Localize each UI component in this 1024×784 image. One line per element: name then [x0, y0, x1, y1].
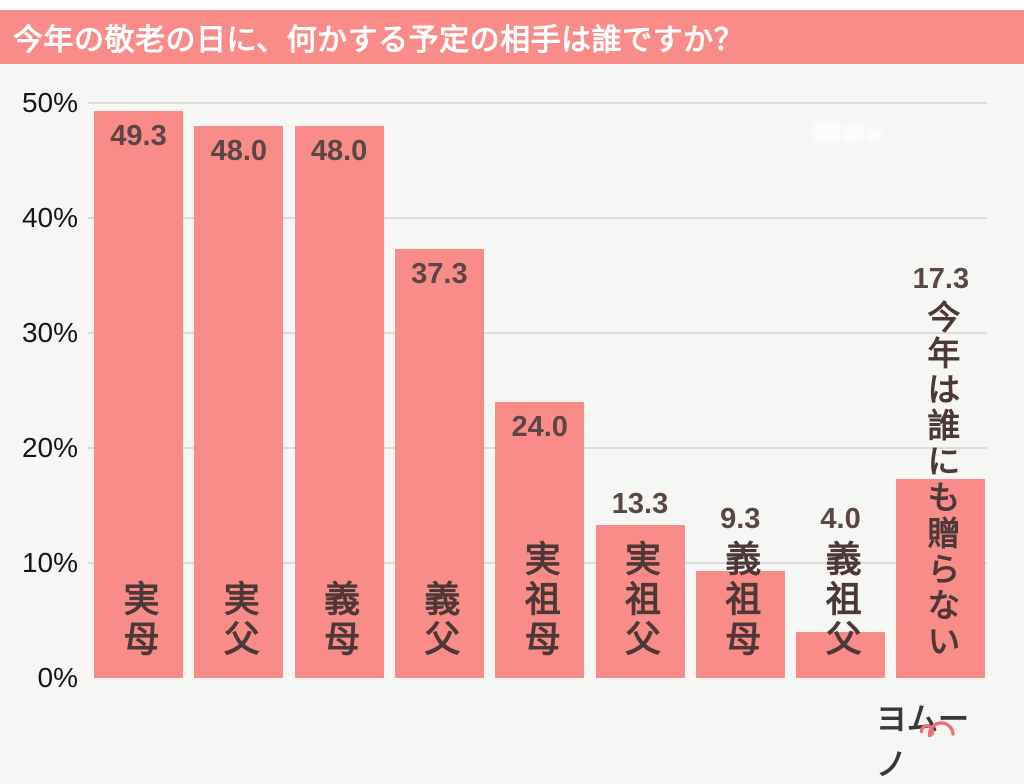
bar-value-label: 48.0 — [210, 135, 268, 167]
y-axis-tick: 0% — [37, 662, 78, 693]
top-margin-strip — [0, 0, 1024, 10]
y-axis-tick: 30% — [21, 317, 78, 348]
bar-value-label: 9.3 — [720, 503, 761, 535]
bar-value-label: 48.0 — [310, 135, 368, 167]
logo-heart-squiggle-icon — [919, 721, 955, 738]
bar — [194, 126, 284, 678]
bar — [695, 571, 785, 678]
bar-category-label: 実父 — [218, 580, 260, 660]
bar-category-label: 実祖父 — [620, 540, 661, 660]
bar-category-label: 義父 — [419, 580, 461, 660]
logo-text: ヨムーノ — [876, 702, 969, 782]
bar — [595, 525, 685, 678]
bar — [94, 111, 183, 678]
page-title: 今年の敬老の日に、何かする予定の相手は誰ですか？ — [13, 24, 745, 57]
gridline — [88, 217, 987, 219]
bar — [896, 479, 986, 678]
y-axis-tick: 10% — [21, 547, 78, 578]
bar-value-label: 4.0 — [820, 503, 861, 535]
bar-chart: 50% 40% 30% 20% 10% 0% 実母 49.3 実父 48.0 義母 48.0 義父 37.… — [21, 87, 987, 693]
bar-value-label: 49.3 — [110, 120, 167, 153]
bar-value-label: 17.3 — [912, 263, 970, 295]
bar — [796, 632, 886, 678]
bar-value-label: 24.0 — [511, 411, 568, 443]
bar-category-label: 義祖父 — [820, 540, 862, 660]
y-axis-tick: 50% — [21, 87, 78, 118]
bar-category-label: 今年は誰にも贈らない — [922, 300, 960, 660]
faint-watermark — [812, 120, 894, 146]
yomuno-logo: ヨムーノ — [876, 694, 996, 782]
bar-category-label: 義祖母 — [720, 540, 762, 660]
y-axis-tick: 20% — [21, 432, 78, 463]
bar-category-label: 実母 — [118, 580, 160, 660]
bar-value-label: 13.3 — [611, 488, 669, 521]
title-banner: 今年の敬老の日に、何かする予定の相手は誰ですか？ — [0, 10, 1024, 64]
bar-category-label: 義母 — [319, 580, 361, 660]
bar — [294, 126, 384, 678]
bar — [394, 249, 484, 678]
bar-value-label: 37.3 — [411, 258, 468, 291]
gridline — [88, 102, 987, 104]
bar — [495, 402, 585, 678]
gridline — [88, 332, 987, 334]
bar-category-label: 実祖母 — [519, 540, 561, 660]
y-axis-tick: 40% — [21, 202, 78, 233]
